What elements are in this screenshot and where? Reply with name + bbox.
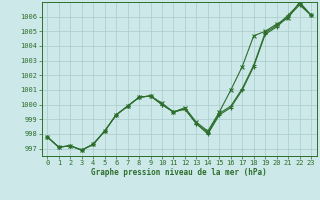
X-axis label: Graphe pression niveau de la mer (hPa): Graphe pression niveau de la mer (hPa) xyxy=(91,168,267,177)
